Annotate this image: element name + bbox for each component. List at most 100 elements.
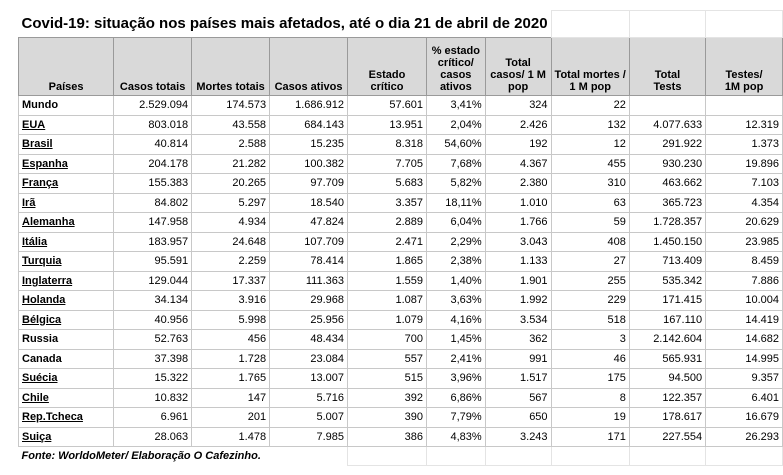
value-cell: 1,45%	[425, 329, 486, 350]
empty-cell	[550, 10, 630, 38]
value-cell: 803.018	[113, 114, 193, 135]
country-cell: Chile	[17, 387, 115, 408]
data-row: França 155.383 20.265 97.709 5.683 5,82% 2.380…	[17, 173, 783, 194]
country-cell: Brasil	[17, 134, 115, 155]
empty-cell	[705, 446, 783, 466]
value-cell: 2,29%	[425, 231, 486, 252]
value-cell: 455	[550, 153, 630, 174]
value-cell: 111.363	[269, 270, 349, 291]
country-cell: EUA	[17, 114, 115, 135]
value-cell: 2.142.604	[628, 329, 707, 350]
country-name: Alemanha	[22, 216, 75, 229]
value-cell: 132	[550, 114, 630, 135]
empty-cell	[550, 446, 630, 466]
value-cell: 18,11%	[425, 192, 486, 213]
value-cell: 97.709	[269, 173, 349, 194]
value-cell: 59	[550, 212, 630, 233]
value-cell: 12.319	[705, 114, 783, 135]
value-cell: 40.814	[113, 134, 193, 155]
value-cell: 6.961	[113, 407, 193, 428]
value-cell: 40.956	[113, 309, 193, 330]
header-cell: Mortes totais	[191, 37, 271, 96]
value-cell: 229	[550, 290, 630, 311]
header-line: Estado	[368, 69, 406, 81]
value-cell: 54,60%	[425, 134, 486, 155]
value-cell: 183.957	[113, 231, 193, 252]
value-cell: 1.686.912	[269, 95, 349, 116]
value-cell: 463.662	[628, 173, 707, 194]
value-cell: 1.901	[484, 270, 552, 291]
value-cell: 147	[191, 387, 271, 408]
data-row: Russia 52.763 456 48.434 700 1,45% 362 3 2.142.6…	[17, 329, 783, 350]
value-cell: 3.534	[484, 309, 552, 330]
value-cell: 14.419	[705, 309, 783, 330]
value-cell: 365.723	[628, 192, 707, 213]
value-cell: 171.415	[628, 290, 707, 311]
value-cell: 4,16%	[425, 309, 486, 330]
value-cell: 13.007	[269, 368, 349, 389]
country-cell: Holanda	[17, 290, 115, 311]
value-cell: 1.865	[347, 251, 427, 272]
value-cell: 1.992	[484, 290, 552, 311]
value-cell: 408	[550, 231, 630, 252]
country-name: Brasil	[22, 138, 53, 151]
value-cell: 7,68%	[425, 153, 486, 174]
value-cell: 19	[550, 407, 630, 428]
value-cell: 7.886	[705, 270, 783, 291]
value-cell: 14.682	[705, 329, 783, 350]
value-cell: 52.763	[113, 329, 193, 350]
country-name: Russia	[22, 333, 59, 346]
country-name: França	[22, 177, 59, 190]
value-cell: 2.380	[484, 173, 552, 194]
value-cell: 20.265	[191, 173, 271, 194]
value-cell: 6,86%	[425, 387, 486, 408]
value-cell: 47.824	[269, 212, 349, 233]
value-cell: 991	[484, 348, 552, 369]
country-cell: Canada	[17, 348, 115, 369]
value-cell: 2.588	[191, 134, 271, 155]
header-line: Tests	[653, 81, 682, 93]
header-cell: % estado crítico/casos ativos	[425, 37, 486, 96]
country-name: Turquia	[22, 255, 62, 268]
value-cell: 2.426	[484, 114, 552, 135]
country-name: Bélgica	[22, 313, 62, 326]
value-cell: 2.259	[191, 251, 271, 272]
header-line: ativos	[439, 81, 472, 93]
value-cell: 650	[484, 407, 552, 428]
value-cell: 4.367	[484, 153, 552, 174]
header-line: Total	[654, 69, 681, 81]
value-cell: 713.409	[628, 251, 707, 272]
footer-row: Fonte: WorldoMeter/ Elaboração O Cafezin…	[19, 446, 783, 466]
country-cell: Russia	[17, 329, 115, 350]
value-cell: 2,38%	[425, 251, 486, 272]
data-row: Inglaterra 129.044 17.337 111.363 1.559 1,40%…	[17, 270, 783, 291]
country-cell: França	[17, 173, 115, 194]
value-cell: 5.998	[191, 309, 271, 330]
header-line: 1M pop	[724, 81, 764, 93]
value-cell: 684.143	[269, 114, 349, 135]
value-cell: 15.322	[113, 368, 193, 389]
value-cell: 34.134	[113, 290, 193, 311]
header-line: Mortes totais	[196, 81, 265, 93]
value-cell: 567	[484, 387, 552, 408]
covid-table: Covid-19: situação nos países mais afeta…	[17, 10, 783, 466]
header-cell: Casos ativos	[269, 37, 349, 96]
value-cell: 1.478	[191, 426, 271, 447]
value-cell: 1.010	[484, 192, 552, 213]
value-cell: 4.934	[191, 212, 271, 233]
header-cell: Testes/1M pop	[705, 37, 783, 96]
header-line: crítico/	[437, 57, 474, 69]
country-name: Espanha	[22, 157, 68, 170]
empty-cell	[705, 10, 783, 38]
value-cell: 2.529.094	[113, 95, 193, 116]
value-cell: 6,04%	[425, 212, 486, 233]
value-cell: 20.629	[705, 212, 783, 233]
country-cell: Itália	[17, 231, 115, 252]
value-cell: 1.450.150	[628, 231, 707, 252]
country-name: Chile	[22, 391, 49, 404]
header-line: Casos totais	[119, 81, 186, 93]
value-cell: 1.373	[705, 134, 783, 155]
value-cell: 6.401	[705, 387, 783, 408]
value-cell: 16.679	[705, 407, 783, 428]
value-cell: 3.243	[484, 426, 552, 447]
